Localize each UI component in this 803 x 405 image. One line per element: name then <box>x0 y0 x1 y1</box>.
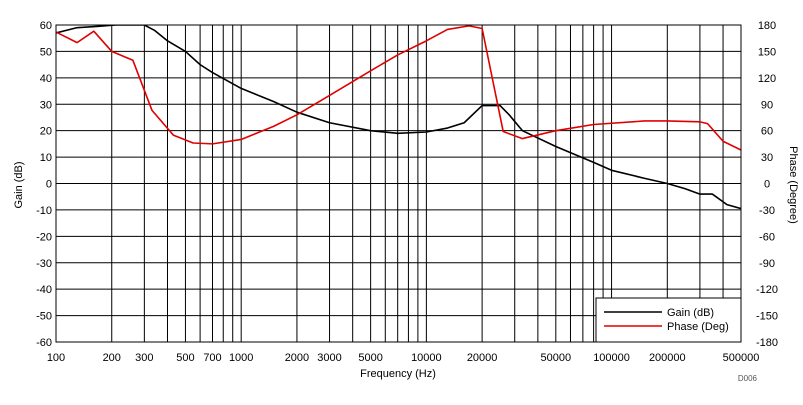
series-layer <box>56 25 741 210</box>
grid <box>55 24 742 343</box>
y-right-tick-label: 0 <box>764 179 770 191</box>
x-tick-label: 500 <box>176 352 194 364</box>
y-right-tick-label: 30 <box>761 152 773 164</box>
y-left-tick-label: 50 <box>40 46 52 58</box>
y-left-tick-label: -20 <box>36 231 52 243</box>
y-left-tick-label: 20 <box>40 126 52 138</box>
y-right-tick-label: -150 <box>756 311 778 323</box>
x-tick-label: 1000 <box>229 352 253 364</box>
legend: Gain (dB) Phase (Deg) <box>595 297 742 343</box>
x-tick-label: 300 <box>135 352 153 364</box>
x-tick-label: 3000 <box>317 352 341 364</box>
y-left-tick-label: -10 <box>36 205 52 217</box>
x-tick-label: 100 <box>47 352 65 364</box>
x-tick-label: 10000 <box>411 352 442 364</box>
y-right-tick-label: 120 <box>758 73 776 85</box>
y-left-tick-label: 40 <box>40 73 52 85</box>
y-left-tick-label: -60 <box>36 337 52 349</box>
x-tick-label: 2000 <box>285 352 309 364</box>
y-left-tick-label: 60 <box>40 20 52 32</box>
plot-border <box>55 24 742 343</box>
y-left-tick-label: 30 <box>40 99 52 111</box>
x-tick-label: 200000 <box>649 352 686 364</box>
y-right-tick-label: 90 <box>761 99 773 111</box>
footnote-id: D006 <box>738 374 758 383</box>
y-right-tick-label: -90 <box>759 258 775 270</box>
x-tick-label: 20000 <box>467 352 498 364</box>
y-left-tick-label: -50 <box>36 311 52 323</box>
y-left-tick-label: 0 <box>46 179 52 191</box>
y-right-tick-label: -180 <box>756 337 778 349</box>
gain-series-line <box>56 25 741 210</box>
x-tick-label: 200 <box>103 352 121 364</box>
y-left-tick-label: 10 <box>40 152 52 164</box>
x-axis-title: Frequency (Hz) <box>360 368 436 380</box>
legend-phase-label: Phase (Deg) <box>667 321 729 333</box>
phase-series-line <box>56 25 741 151</box>
x-tick-labels: 100 200 300 500 700 1000 2000 3000 5000 10000 2000… <box>47 352 760 364</box>
y-right-tick-label: -120 <box>756 284 778 296</box>
y-right-tick-label: -30 <box>759 205 775 217</box>
x-tick-label: 50000 <box>541 352 572 364</box>
y-left-axis-title: Gain (dB) <box>13 161 25 208</box>
y-left-tick-labels: 60 50 40 30 20 10 0 -10 -20 -30 -40 -50 -60 <box>36 20 52 349</box>
y-right-tick-label: 60 <box>761 126 773 138</box>
x-tick-label: 5000 <box>358 352 382 364</box>
legend-box <box>595 297 742 343</box>
legend-gain-label: Gain (dB) <box>667 307 714 319</box>
y-right-tick-labels: 180 150 120 90 60 30 0 -30 -60 -90 -120 -150 -180 <box>756 20 778 349</box>
y-right-tick-label: -60 <box>759 231 775 243</box>
x-tick-label: 500000 <box>723 352 760 364</box>
y-right-tick-label: 180 <box>758 20 776 32</box>
x-tick-label: 700 <box>203 352 221 364</box>
y-right-axis-title: Phase (Degree) <box>787 146 799 224</box>
y-right-tick-label: 150 <box>758 46 776 58</box>
y-left-tick-label: -40 <box>36 284 52 296</box>
x-tick-label: 100000 <box>593 352 630 364</box>
y-left-tick-label: -30 <box>36 258 52 270</box>
